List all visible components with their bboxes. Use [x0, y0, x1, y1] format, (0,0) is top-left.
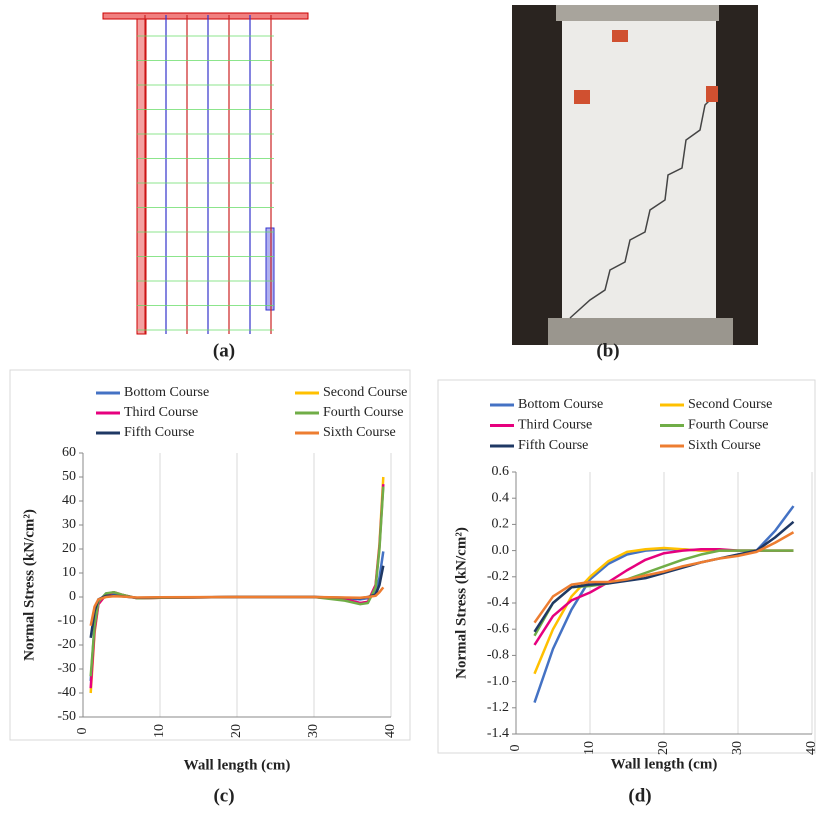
legend-label: Sixth Course	[323, 425, 396, 440]
y-axis-title: Normal Stress (kN/cm²)	[453, 527, 469, 679]
panel-label: (d)	[628, 785, 651, 806]
y-tick-label: 0.4	[492, 490, 510, 505]
series-line	[89, 586, 385, 627]
x-tick-label: 0	[508, 745, 523, 752]
masonry-wall	[562, 21, 716, 321]
y-tick-label: 0.0	[492, 543, 510, 558]
right-column	[265, 227, 275, 311]
legend-label: Third Course	[518, 418, 592, 433]
y-tick-label: -0.4	[487, 595, 509, 610]
legend-label: Fifth Course	[124, 425, 194, 440]
x-tick-label: 10	[582, 741, 597, 755]
y-tick-label: -40	[57, 685, 76, 700]
legend-label: Fourth Course	[323, 405, 404, 420]
y-tick-label: -50	[57, 709, 76, 724]
legend-label: Fifth Course	[518, 438, 588, 453]
y-tick-label: -20	[57, 637, 76, 652]
y-tick-label: 60	[62, 445, 76, 460]
top-beam	[102, 12, 309, 20]
x-tick-label: 30	[730, 741, 745, 755]
y-tick-label: -10	[57, 613, 76, 628]
top-slab	[556, 5, 719, 21]
legend-label: Second Course	[323, 385, 407, 400]
specimen-photo	[512, 5, 758, 345]
legend-label: Fourth Course	[688, 418, 769, 433]
crack	[569, 94, 716, 319]
y-tick-label: -1.4	[487, 726, 509, 741]
y-tick-label: 0.2	[492, 517, 510, 532]
y-tick-label: 40	[62, 493, 76, 508]
base-slab	[548, 318, 733, 345]
panel-label: (c)	[213, 785, 234, 806]
y-tick-label: -0.2	[487, 569, 509, 584]
legend-label: Bottom Course	[124, 385, 209, 400]
x-tick-label: 40	[804, 741, 818, 755]
y-tick-label: 0.6	[492, 464, 510, 479]
y-tick-label: 50	[62, 469, 76, 484]
x-tick-label: 20	[229, 724, 244, 738]
y-tick-label: 30	[62, 517, 76, 532]
y-tick-label: -0.8	[487, 648, 509, 663]
x-tick-label: 10	[152, 724, 167, 738]
brick-patch	[706, 86, 718, 102]
y-tick-label: 20	[62, 541, 76, 556]
chart-frame	[9, 369, 411, 741]
left-column	[136, 18, 147, 335]
brick-patch	[612, 30, 628, 42]
legend-label: Third Course	[124, 405, 198, 420]
x-axis-title: Wall length (cm)	[611, 756, 718, 772]
x-axis-title: Wall length (cm)	[184, 757, 291, 773]
y-tick-label: -0.6	[487, 621, 509, 636]
chart-frame	[437, 379, 816, 754]
y-tick-label: -1.0	[487, 674, 509, 689]
x-tick-label: 30	[306, 724, 321, 738]
x-tick-label: 40	[383, 724, 398, 738]
legend-label: Bottom Course	[518, 397, 603, 412]
y-axis-title: Normal Stress (kN/cm²)	[21, 509, 37, 661]
panel-label: (a)	[213, 340, 235, 361]
y-tick-label: 0	[69, 589, 76, 604]
y-tick-label: -1.2	[487, 700, 509, 715]
legend-label: Sixth Course	[688, 438, 761, 453]
series-line	[533, 531, 795, 624]
x-tick-label: 0	[75, 728, 90, 735]
y-tick-label: -30	[57, 661, 76, 676]
series-line	[533, 520, 795, 633]
y-tick-label: 10	[62, 565, 76, 580]
fe-model	[102, 12, 309, 335]
panel-label: (b)	[596, 340, 619, 361]
x-tick-label: 20	[656, 741, 671, 755]
legend-label: Second Course	[688, 397, 772, 412]
brick-patch	[574, 90, 590, 104]
